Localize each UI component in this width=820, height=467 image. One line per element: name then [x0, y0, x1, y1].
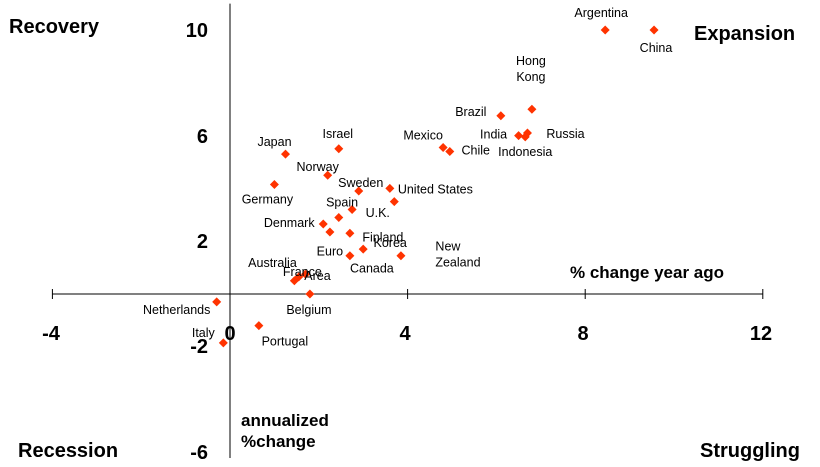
- data-point-label: Kong: [516, 70, 545, 84]
- data-point-label: Portugal: [262, 335, 309, 349]
- x-tick-label: 0: [224, 323, 235, 345]
- data-point-marker: [281, 149, 290, 159]
- data-point-label: United States: [398, 182, 473, 196]
- quadrant-label-top-left: Recovery: [9, 16, 100, 38]
- x-axis-title: % change year ago: [570, 263, 724, 282]
- data-point-label: U.K.: [366, 206, 390, 220]
- axes: [51, 3, 764, 458]
- data-point-label: China: [640, 41, 673, 55]
- data-point-label: Zealand: [435, 256, 480, 270]
- data-point-marker: [289, 276, 299, 286]
- data-point-label: Brazil: [455, 105, 486, 119]
- data-point-label: New: [435, 240, 461, 254]
- data-point-label: Russia: [546, 127, 584, 141]
- data-point-marker: [345, 251, 355, 261]
- data-point-marker: [385, 183, 395, 193]
- data-point-label: Israel: [322, 127, 353, 141]
- data-point-label: Chile: [462, 143, 491, 157]
- data-point-marker: [445, 146, 455, 156]
- x-tick-label: 4: [399, 323, 411, 345]
- data-point-label: Netherlands: [143, 303, 210, 317]
- y-axis-title-line-2: %change: [241, 432, 316, 451]
- y-tick-labels: 10 6 2 -2 -6: [186, 20, 208, 464]
- x-tick-label: 8: [577, 323, 588, 345]
- x-tick-labels: -4 0 4 8 12: [42, 323, 772, 345]
- y-tick-label: 2: [197, 231, 208, 253]
- data-point-marker: [354, 186, 364, 196]
- data-point-marker: [323, 170, 333, 180]
- data-point-label: Area: [304, 269, 330, 283]
- data-point-marker: [269, 179, 279, 189]
- data-point-marker: [520, 132, 530, 142]
- data-point-marker: [358, 244, 368, 254]
- data-point-label: Norway: [296, 160, 339, 174]
- data-point-label: Australia: [248, 256, 297, 270]
- data-point-marker: [334, 144, 344, 154]
- x-tick-label: 12: [750, 323, 772, 345]
- point-labels: Argentina China Hong Kong Brazil Russia India I…: [143, 6, 672, 349]
- x-tick-label: -4: [42, 323, 61, 345]
- data-point-label: Mexico: [403, 128, 443, 142]
- data-point-label: Argentina: [574, 6, 628, 20]
- y-tick-label: -6: [190, 442, 208, 464]
- data-point-marker: [396, 251, 406, 261]
- data-point-marker: [345, 228, 355, 238]
- data-point-marker: [600, 25, 610, 35]
- data-point-label: Indonesia: [498, 145, 552, 159]
- data-point-marker: [496, 111, 506, 121]
- data-point-label: Finland: [362, 230, 403, 244]
- data-point-marker: [254, 321, 264, 331]
- data-point-marker: [318, 219, 328, 229]
- data-point-label: Japan: [257, 135, 291, 149]
- data-point-marker: [305, 289, 315, 299]
- data-point-marker: [649, 25, 659, 35]
- y-axis-title-line-1: annualized: [241, 411, 329, 430]
- data-point-marker: [212, 297, 222, 307]
- y-tick-label: -2: [190, 336, 208, 358]
- data-point-label: Spain: [326, 196, 358, 210]
- data-point-marker: [325, 227, 335, 237]
- data-point-label: France: [283, 265, 322, 279]
- data-point-marker: [334, 212, 344, 222]
- x-axis-ticks: [51, 289, 764, 299]
- data-point-label: Korea: [374, 236, 407, 250]
- quadrant-label-top-right: Expansion: [694, 23, 795, 45]
- data-point-marker: [514, 131, 524, 141]
- data-point-marker: [300, 269, 310, 279]
- data-point-label: Denmark: [264, 216, 315, 230]
- data-point-label: Belgium: [286, 303, 331, 317]
- data-point-marker: [218, 338, 228, 348]
- quadrant-label-bottom-left: Recession: [18, 440, 118, 462]
- data-point-label: Hong: [516, 54, 546, 68]
- quadrant-label-bottom-right: Struggling: [700, 440, 800, 462]
- y-tick-label: 10: [186, 20, 208, 42]
- data-point-label: Sweden: [338, 176, 383, 190]
- data-point-marker: [438, 142, 448, 152]
- data-markers: [212, 25, 659, 348]
- data-point-label: Italy: [192, 326, 216, 340]
- data-point-label: Euro: [317, 245, 343, 259]
- y-tick-label: 6: [197, 126, 208, 148]
- data-point-label: Germany: [242, 192, 294, 206]
- data-point-marker: [347, 205, 357, 215]
- data-point-label: India: [480, 128, 507, 142]
- data-point-marker: [527, 104, 537, 114]
- data-point-label: Canada: [350, 262, 394, 276]
- data-point-marker: [389, 197, 399, 207]
